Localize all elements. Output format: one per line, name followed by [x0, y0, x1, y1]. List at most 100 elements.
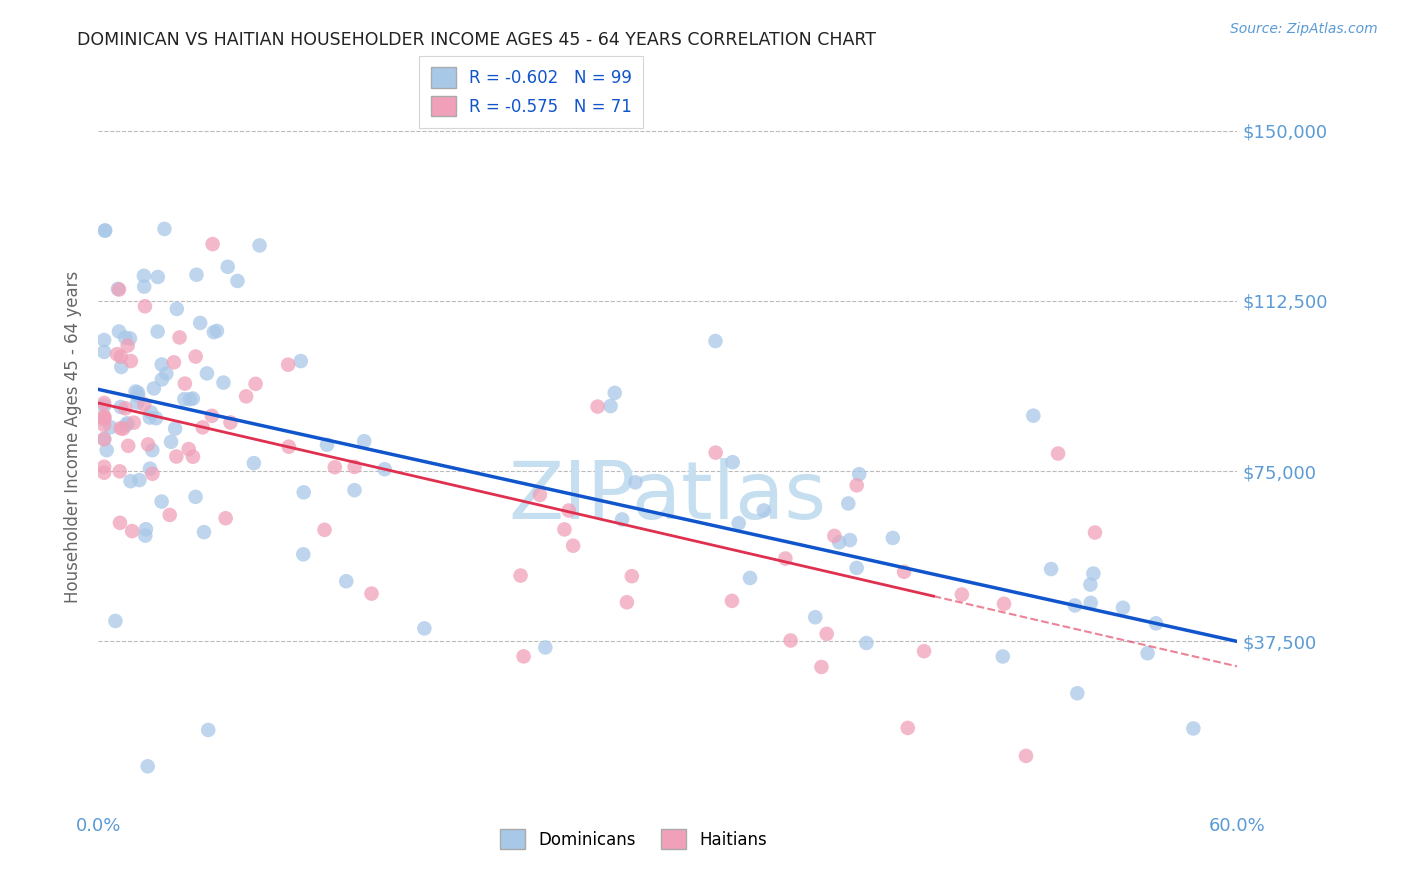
Point: [150, 358, 173, 372]
Point: [202, 325, 225, 339]
Point: [117, 417, 139, 431]
Point: [893, 565, 915, 579]
Point: [160, 434, 183, 449]
Point: [314, 523, 336, 537]
Point: [191, 420, 214, 434]
Point: [122, 416, 145, 430]
Point: [217, 260, 239, 274]
Point: [912, 644, 935, 658]
Point: [117, 338, 139, 352]
Point: [108, 325, 131, 339]
Point: [624, 475, 647, 490]
Point: [855, 636, 877, 650]
Point: [815, 627, 838, 641]
Point: [1064, 599, 1087, 613]
Point: [323, 460, 346, 475]
Point: [134, 397, 156, 411]
Point: [335, 574, 357, 589]
Point: [1136, 646, 1159, 660]
Point: [1015, 748, 1038, 763]
Point: [108, 283, 131, 297]
Point: [127, 385, 149, 400]
Point: [845, 561, 868, 575]
Point: [174, 376, 197, 391]
Point: [135, 522, 157, 536]
Point: [290, 354, 312, 368]
Point: [343, 459, 366, 474]
Point: [882, 531, 904, 545]
Point: [343, 483, 366, 498]
Point: [950, 587, 973, 601]
Point: [897, 721, 920, 735]
Point: [775, 551, 797, 566]
Point: [1040, 562, 1063, 576]
Point: [353, 434, 375, 449]
Point: [181, 450, 204, 464]
Point: [201, 409, 224, 423]
Point: [512, 649, 534, 664]
Point: [179, 392, 201, 407]
Point: [128, 473, 150, 487]
Point: [163, 355, 186, 369]
Point: [146, 325, 169, 339]
Point: [112, 422, 135, 436]
Point: [94, 223, 117, 237]
Point: [704, 334, 727, 348]
Point: [292, 547, 315, 561]
Point: [553, 523, 575, 537]
Point: [165, 450, 187, 464]
Point: [134, 299, 156, 313]
Point: [1080, 577, 1102, 591]
Point: [1022, 409, 1045, 423]
Point: [721, 594, 744, 608]
Point: [214, 511, 236, 525]
Point: [108, 516, 131, 530]
Point: [93, 432, 115, 446]
Point: [115, 418, 138, 433]
Point: [1182, 722, 1205, 736]
Point: [738, 571, 761, 585]
Point: [249, 238, 271, 252]
Point: [107, 282, 129, 296]
Point: [184, 350, 207, 364]
Point: [243, 456, 266, 470]
Point: [845, 478, 868, 492]
Point: [93, 333, 115, 347]
Point: [117, 439, 139, 453]
Point: [93, 396, 115, 410]
Point: [153, 222, 176, 236]
Point: [1047, 446, 1070, 460]
Point: [136, 759, 159, 773]
Point: [226, 274, 249, 288]
Point: [616, 595, 638, 609]
Point: [205, 324, 228, 338]
Point: [277, 358, 299, 372]
Point: [186, 268, 208, 282]
Y-axis label: Householder Income Ages 45 - 64 years: Householder Income Ages 45 - 64 years: [63, 271, 82, 603]
Point: [181, 392, 204, 406]
Point: [110, 350, 132, 364]
Point: [134, 528, 156, 542]
Point: [558, 503, 581, 517]
Text: ZIPatlas: ZIPatlas: [509, 458, 827, 536]
Point: [603, 385, 626, 400]
Point: [139, 461, 162, 475]
Point: [110, 421, 132, 435]
Point: [105, 347, 128, 361]
Point: [141, 467, 163, 481]
Point: [124, 384, 146, 399]
Point: [136, 437, 159, 451]
Point: [188, 316, 211, 330]
Point: [1066, 686, 1088, 700]
Point: [150, 372, 173, 386]
Point: [277, 440, 299, 454]
Point: [114, 401, 136, 416]
Point: [184, 490, 207, 504]
Point: [93, 409, 115, 424]
Point: [108, 464, 131, 478]
Point: [110, 359, 132, 374]
Point: [586, 400, 609, 414]
Point: [93, 412, 115, 426]
Point: [1084, 525, 1107, 540]
Point: [120, 474, 142, 488]
